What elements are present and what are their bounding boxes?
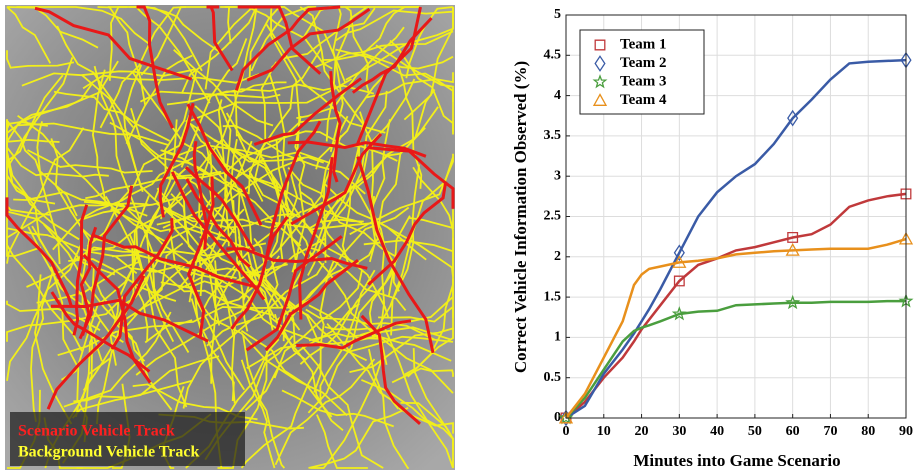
- chart: 00.511.522.533.544.550102030405060708090…: [511, 7, 913, 470]
- x-axis-label: Minutes into Game Scenario: [633, 451, 840, 470]
- y-tick-label: 0.5: [544, 370, 562, 385]
- map-legend-red: Scenario Vehicle Track: [18, 423, 175, 440]
- y-tick-label: 3.5: [544, 128, 562, 143]
- x-tick-label: 40: [710, 424, 724, 439]
- x-tick-label: 60: [786, 424, 800, 439]
- y-tick-label: 4: [554, 88, 561, 103]
- x-tick-label: 90: [899, 424, 913, 439]
- x-tick-label: 70: [823, 424, 837, 439]
- x-tick-label: 10: [597, 424, 611, 439]
- y-tick-label: 2: [554, 249, 561, 264]
- map: Scenario Vehicle Track Background Vehicl…: [5, 5, 455, 470]
- legend-label: Team 3: [620, 73, 667, 89]
- y-tick-label: 1: [554, 330, 561, 345]
- legend-label: Team 4: [620, 92, 667, 108]
- y-tick-label: 2.5: [544, 209, 562, 224]
- legend-label: Team 2: [620, 55, 667, 71]
- legend-label: Team 1: [620, 36, 667, 52]
- x-tick-label: 50: [748, 424, 762, 439]
- x-tick-label: 20: [635, 424, 649, 439]
- y-tick-label: 5: [554, 7, 561, 22]
- x-tick-label: 80: [861, 424, 875, 439]
- y-tick-label: 3: [554, 168, 561, 183]
- y-axis-label: Correct Vehicle Information Observed (%): [511, 61, 530, 373]
- legend: Team 1 Team 2 Team 3 Team 4: [580, 30, 704, 114]
- map-legend-yellow: Background Vehicle Track: [18, 444, 199, 461]
- x-tick-label: 0: [563, 424, 570, 439]
- figure: Scenario Vehicle Track Background Vehicl…: [0, 0, 920, 474]
- y-tick-label: 4.5: [544, 48, 562, 63]
- x-tick-label: 30: [672, 424, 686, 439]
- y-tick-label: 1.5: [544, 289, 562, 304]
